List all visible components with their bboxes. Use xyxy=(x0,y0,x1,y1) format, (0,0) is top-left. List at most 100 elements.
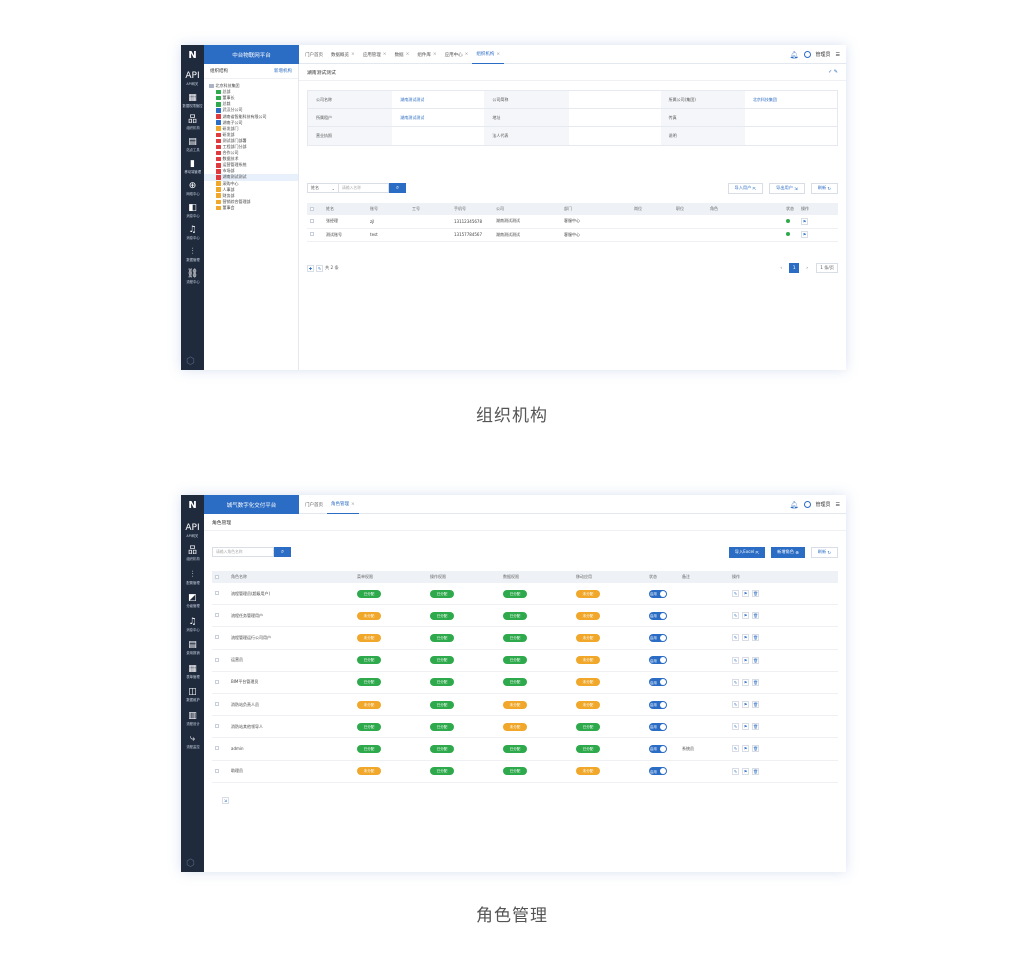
table-row[interactable]: 张经理 zjl 13112345678 湖南测试测试 客服中心 ⚑ xyxy=(307,215,838,229)
row-checkbox[interactable] xyxy=(215,768,219,773)
table-row[interactable]: 流程管理员(超级用户) 已分配 已分配 已分配 未分配 启用 ✎ ⚑ 🗑︎ xyxy=(212,583,838,606)
tree-node[interactable]: 湖南省智能科技有限公司 xyxy=(204,113,298,119)
rail-item[interactable]: ▮ 移动端管理 xyxy=(181,159,204,175)
bookmark-icon[interactable]: ⚑ xyxy=(742,745,749,753)
tab-item[interactable]: 数据 × xyxy=(391,45,414,64)
refresh-button[interactable]: 刷新 ↻ xyxy=(810,182,838,194)
permission-badge[interactable]: 未分配 xyxy=(357,611,381,620)
permission-badge[interactable]: 已分配 xyxy=(430,633,454,642)
tree-node[interactable]: 董事长 xyxy=(204,95,298,101)
permission-badge[interactable]: 未分配 xyxy=(357,633,381,642)
prev-page-icon[interactable]: ‹ xyxy=(780,265,783,271)
close-icon[interactable]: × xyxy=(405,52,410,57)
bookmark-icon[interactable]: ⚑ xyxy=(742,723,749,731)
close-icon[interactable]: × xyxy=(382,52,387,57)
row-checkbox[interactable] xyxy=(215,746,219,751)
rail-item[interactable]: ▦ 表单管理 xyxy=(181,664,204,680)
edit-icon[interactable]: ✎ xyxy=(833,69,838,75)
edit-icon[interactable]: ✎ xyxy=(732,634,739,642)
permission-badge[interactable]: 未分配 xyxy=(576,656,600,665)
tab-item[interactable]: 数据概览 × xyxy=(327,45,359,64)
permission-badge[interactable]: 已分配 xyxy=(503,678,527,687)
tree-node[interactable]: 董事会 xyxy=(204,205,298,211)
tree-node[interactable]: 湖南子公司 xyxy=(204,120,298,126)
row-checkbox[interactable] xyxy=(215,613,219,618)
permission-badge[interactable]: 已分配 xyxy=(430,744,454,753)
bookmark-icon[interactable]: ⚑ xyxy=(742,612,749,620)
delete-icon[interactable]: 🗑︎ xyxy=(752,723,759,731)
edit-icon[interactable]: ✎ xyxy=(732,745,739,753)
tree-node[interactable]: 研发部 xyxy=(204,132,298,138)
tab-item[interactable]: 应用中心 × xyxy=(441,45,473,64)
row-checkbox[interactable] xyxy=(215,657,219,662)
avatar-icon[interactable] xyxy=(803,501,811,508)
search-input[interactable]: 请输入名称 xyxy=(339,183,389,193)
status-toggle[interactable]: 启用 xyxy=(649,656,667,665)
rail-item[interactable]: ▦ 数据权限管控 xyxy=(181,93,204,109)
menu-icon[interactable]: ☰ xyxy=(835,501,840,508)
status-toggle[interactable]: 启用 xyxy=(649,611,667,620)
rail-item[interactable]: ◩ 分级管理 xyxy=(181,593,204,609)
import-user-button[interactable]: 导入用户 ⇱ xyxy=(727,182,764,194)
tree-node[interactable]: 人事部 xyxy=(204,187,298,193)
row-checkbox[interactable] xyxy=(215,591,219,596)
search-button[interactable]: ⌕ xyxy=(274,547,291,557)
table-row[interactable]: 消防站负责人员 未分配 已分配 未分配 未分配 启用 ✎ ⚑ 🗑︎ xyxy=(212,694,838,717)
permission-badge[interactable]: 未分配 xyxy=(503,722,527,731)
table-row[interactable]: 助理员 未分配 已分配 已分配 未分配 启用 ✎ ⚑ 🗑︎ xyxy=(212,761,838,783)
status-toggle[interactable]: 启用 xyxy=(649,700,667,709)
bookmark-icon[interactable]: ⚑ xyxy=(742,767,749,775)
permission-badge[interactable]: 已分配 xyxy=(503,767,527,776)
select-all-checkbox[interactable] xyxy=(215,574,219,579)
permission-badge[interactable]: 已分配 xyxy=(357,656,381,665)
rail-item[interactable]: ⛓ 流程中心 xyxy=(181,269,204,285)
row-checkbox[interactable] xyxy=(215,724,219,729)
status-toggle[interactable]: 启用 xyxy=(649,722,667,731)
bookmark-icon[interactable]: ⚑ xyxy=(742,678,749,686)
delete-icon[interactable]: 🗑︎ xyxy=(752,701,759,709)
rail-item[interactable]: 品组织机构 xyxy=(181,115,204,131)
search-button[interactable]: ⌕ xyxy=(389,183,406,193)
tab-item[interactable]: 组织机构 × xyxy=(472,45,505,64)
table-row[interactable]: 流程任务管理用户 未分配 已分配 已分配 未分配 启用 ✎ ⚑ 🗑︎ xyxy=(212,605,838,628)
edit-icon[interactable]: ✎ xyxy=(316,264,323,272)
tree-node[interactable]: 总裁 xyxy=(204,101,298,107)
tree-node[interactable]: 工程部门分部 xyxy=(204,144,298,150)
next-page-icon[interactable]: › xyxy=(806,265,809,271)
tree-node[interactable]: 北京科技集团 xyxy=(204,83,298,89)
tree-node[interactable]: 数据技术 xyxy=(204,156,298,162)
app-logo[interactable]: N xyxy=(188,499,197,511)
tree-node[interactable]: 营销综合管理部 xyxy=(204,199,298,205)
delete-icon[interactable]: 🗑︎ xyxy=(752,678,759,686)
row-checkbox[interactable] xyxy=(215,679,219,684)
rail-item[interactable]: ⊕ 网络中心 xyxy=(181,181,204,197)
permission-badge[interactable]: 未分配 xyxy=(576,678,600,687)
status-toggle[interactable]: 启用 xyxy=(649,744,667,753)
row-checkbox[interactable] xyxy=(215,702,219,707)
edit-icon[interactable]: ✎ xyxy=(732,723,739,731)
export-user-button[interactable]: 导出用户 ⇲ xyxy=(769,182,805,194)
permission-badge[interactable]: 未分配 xyxy=(357,700,381,709)
tree-node[interactable]: 研发部门 xyxy=(204,126,298,132)
permission-badge[interactable]: 已分配 xyxy=(357,744,381,753)
table-row[interactable]: 消防站其他领导人 已分配 已分配 未分配 已分配 启用 ✎ ⚑ 🗑︎ xyxy=(212,716,838,739)
permission-badge[interactable]: 已分配 xyxy=(430,656,454,665)
permission-badge[interactable]: 已分配 xyxy=(430,722,454,731)
refresh-button[interactable]: 刷新 ↻ xyxy=(810,546,838,558)
bookmark-icon[interactable]: ⚑ xyxy=(801,217,808,225)
add-icon[interactable]: ✚ xyxy=(307,264,314,272)
tree-node[interactable]: 湖南测试测试 xyxy=(204,174,298,181)
row-checkbox[interactable] xyxy=(215,635,219,640)
bookmark-icon[interactable]: ⚑ xyxy=(742,656,749,664)
tree-node[interactable]: 合作公司 xyxy=(204,150,298,156)
cube-icon[interactable]: ⬡ xyxy=(186,858,195,869)
tree-node[interactable]: 测试部门部署 xyxy=(204,138,298,144)
edit-icon[interactable]: ✎ xyxy=(732,656,739,664)
table-row[interactable]: 测试账号 test 13157784567 湖南测试测试 客服中心 ⚑ xyxy=(307,229,838,242)
collapse-icon[interactable]: ✓ xyxy=(828,69,833,75)
permission-badge[interactable]: 已分配 xyxy=(430,700,454,709)
edit-icon[interactable]: ✎ xyxy=(732,767,739,775)
permission-badge[interactable]: 未分配 xyxy=(576,633,600,642)
select-all-checkbox[interactable] xyxy=(310,206,314,211)
permission-badge[interactable]: 已分配 xyxy=(576,744,600,753)
